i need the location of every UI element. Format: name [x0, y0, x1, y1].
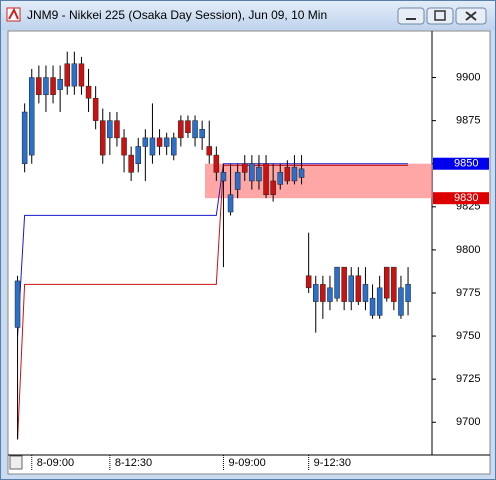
candle-body [391, 266, 397, 302]
y-tick-label: 9700 [456, 416, 480, 428]
candle-body [64, 63, 70, 87]
candle-body [256, 166, 262, 182]
chart-frame [7, 30, 491, 475]
price-label: 9830 [454, 192, 478, 204]
y-tick-label: 9900 [456, 71, 480, 83]
candle-body [348, 275, 354, 302]
y-tick-label: 9750 [456, 330, 480, 342]
minimize-icon [406, 18, 416, 20]
candle-body [234, 172, 241, 190]
candle-body [298, 168, 305, 178]
y-tick-label: 9725 [456, 373, 480, 385]
candle-body [135, 146, 141, 164]
app-icon-glyph [8, 7, 19, 20]
x-tick-label: 9-09:00 [228, 457, 265, 469]
y-tick-label: 9800 [456, 244, 480, 256]
price-label-box [433, 192, 489, 205]
close-icon [465, 11, 477, 21]
x-tick-label: 8-12:30 [115, 457, 152, 469]
candle-body [78, 63, 85, 87]
candle-body [171, 137, 177, 156]
candle-body [291, 166, 298, 182]
level-line [17, 164, 408, 440]
y-tick-label: 9775 [456, 287, 480, 299]
candle-body [36, 77, 42, 96]
window-title: JNM9 - Nikkei 225 (Osaka Day Session), J… [27, 8, 327, 22]
candle-body [149, 137, 156, 156]
scroll-box[interactable] [9, 455, 23, 470]
candle-body [71, 63, 78, 87]
level-line [17, 163, 408, 337]
x-tick-label: 9-12:30 [314, 457, 351, 469]
candle-body [270, 180, 276, 195]
candle-body [362, 284, 369, 302]
candle-body [313, 284, 319, 302]
candle-body [384, 266, 390, 299]
candle-body [405, 284, 411, 302]
candle-body [43, 77, 49, 96]
candle-body [334, 266, 340, 299]
candle-body [305, 275, 312, 289]
x-tick-label: 8-09:00 [37, 457, 74, 469]
candle-body [178, 120, 184, 139]
candle-body [249, 163, 255, 182]
maximize-button[interactable] [426, 7, 454, 25]
candle-body [92, 97, 99, 121]
candle-body [29, 77, 35, 156]
candle-body [107, 120, 113, 139]
candle-body [242, 163, 248, 173]
maximize-icon [434, 10, 446, 21]
candle-body [14, 280, 21, 328]
candle-body [121, 137, 127, 156]
candle-body [220, 172, 227, 182]
candle-body [114, 120, 120, 139]
candle-body [21, 111, 28, 164]
candle-body [142, 137, 149, 147]
minimize-button[interactable] [397, 7, 425, 25]
candle-body [227, 194, 234, 213]
candle-body [320, 284, 326, 302]
candle-body [369, 297, 376, 316]
price-label: 9850 [454, 158, 478, 170]
candle-body [213, 154, 220, 173]
candle-body [156, 137, 163, 147]
candle-body [185, 120, 191, 133]
candle-body [263, 163, 269, 195]
candle-body [206, 146, 212, 156]
candle-body [376, 287, 383, 316]
candle-body [355, 275, 362, 302]
candle-body [277, 172, 283, 185]
candle-body [100, 120, 106, 156]
y-tick-label: 9875 [456, 115, 480, 127]
candle-body [398, 287, 404, 316]
candle-body [199, 128, 205, 139]
candle-body [341, 266, 347, 302]
candle-body [85, 85, 92, 99]
price-label-box [433, 157, 489, 170]
candle-body [50, 77, 56, 96]
candle-body [128, 154, 134, 173]
candle-body [284, 166, 291, 182]
window-buttons[interactable] [397, 7, 487, 25]
candle-body [163, 137, 170, 147]
candle-body [192, 120, 198, 139]
candle-body [327, 287, 333, 302]
candle-body [57, 79, 63, 90]
